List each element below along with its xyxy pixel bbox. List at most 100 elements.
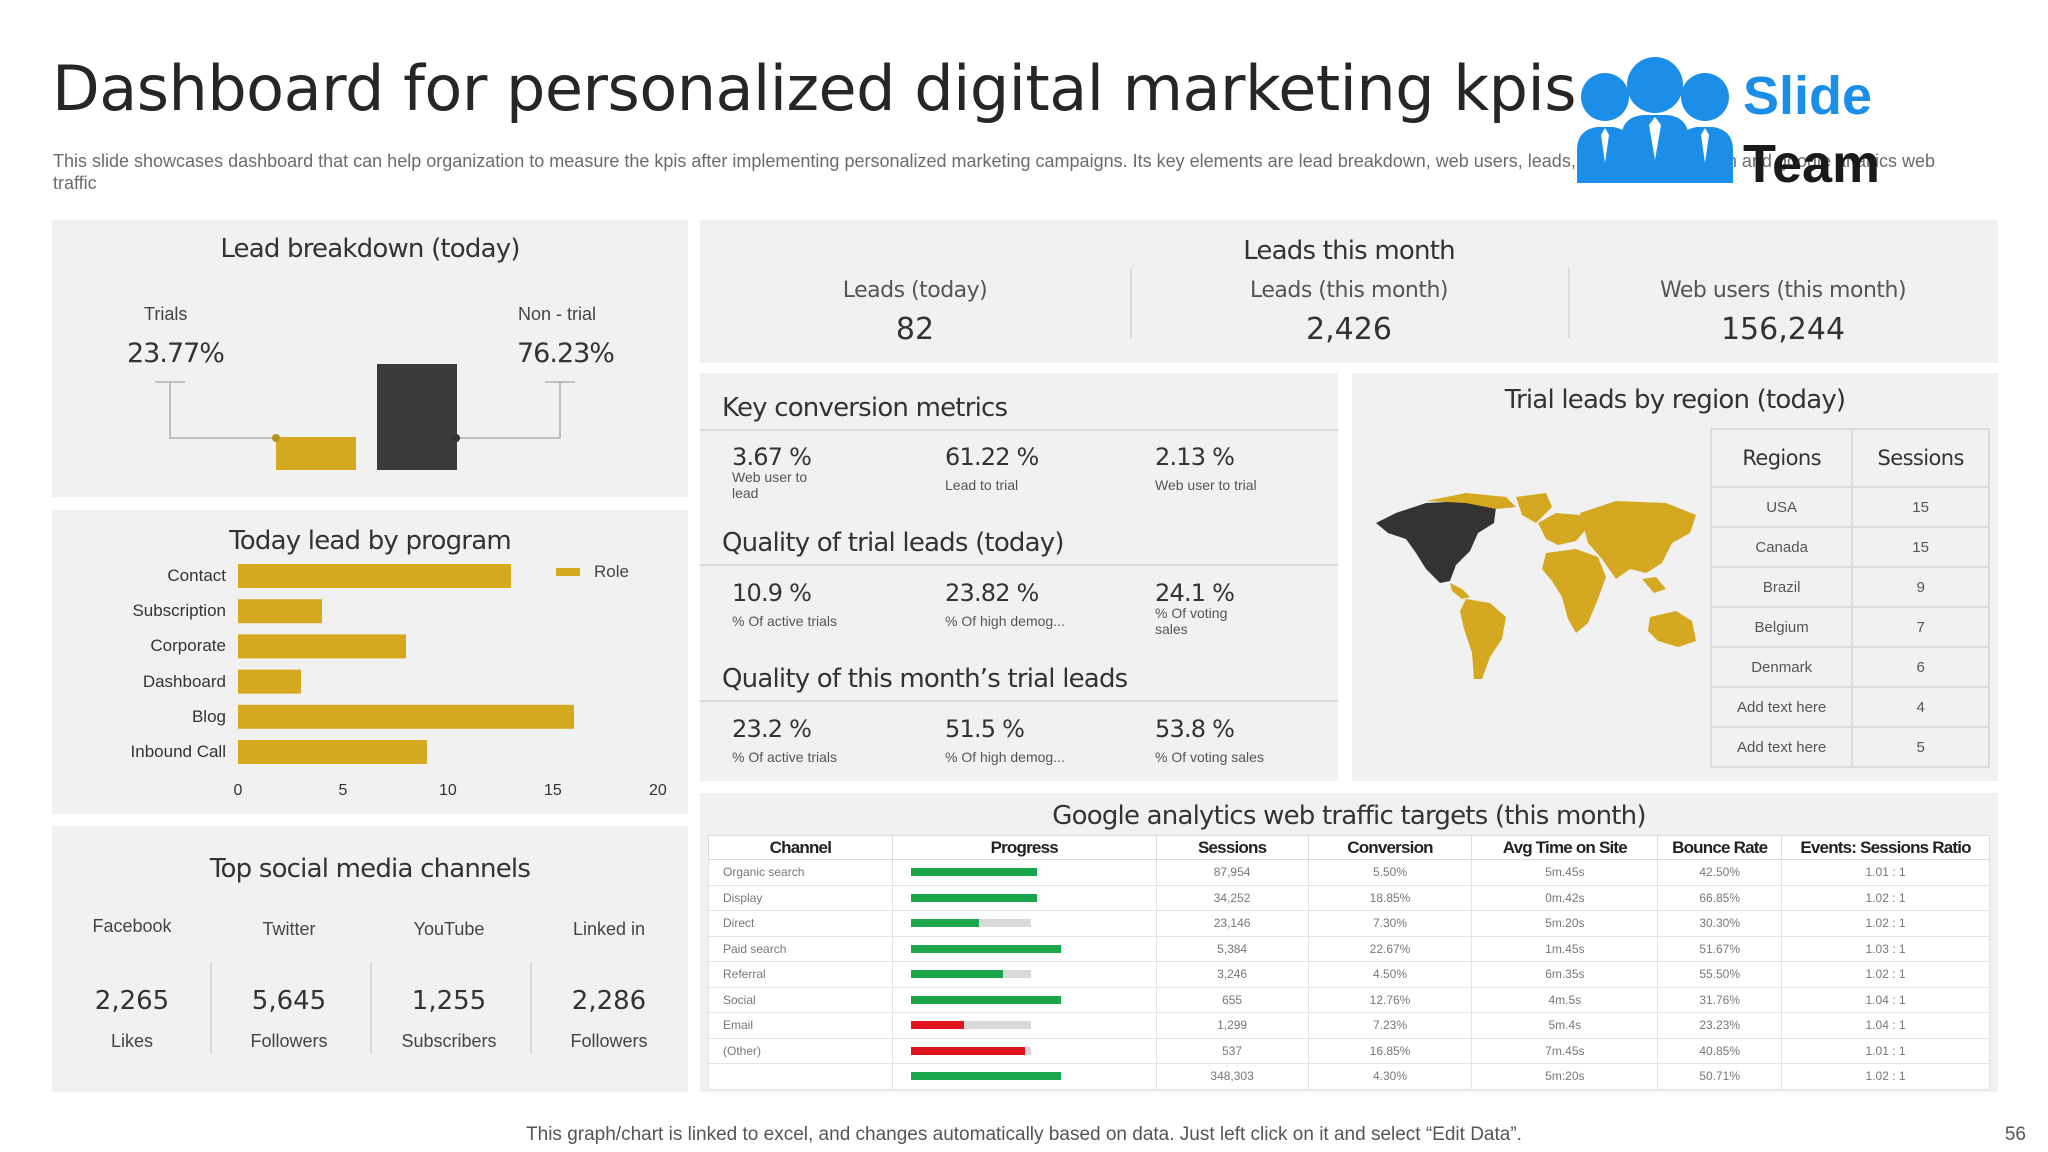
ga-conversion: 4.50% bbox=[1307, 961, 1473, 988]
social-title: Top social media channels bbox=[209, 854, 531, 884]
program-label: Blog bbox=[191, 706, 226, 726]
social-linked-in-name: Linked in bbox=[572, 919, 646, 939]
program-bar bbox=[238, 669, 301, 694]
progress-track bbox=[910, 893, 1037, 902]
conversion-1-value: 3.67 % bbox=[732, 443, 812, 471]
region-sessions: 9 bbox=[1851, 566, 1990, 608]
ga-header: Channel bbox=[708, 835, 893, 860]
social-twitter-name: Twitter bbox=[262, 919, 316, 939]
progress-fill bbox=[910, 1046, 1025, 1055]
ga-avg-time: 1m.45s bbox=[1471, 935, 1659, 962]
social-twitter-value: 5,645 bbox=[251, 986, 327, 1016]
leads-month-value: 2,426 bbox=[1306, 312, 1392, 347]
progress-track bbox=[910, 1046, 1031, 1055]
program-bar bbox=[238, 740, 427, 764]
ga-events-ratio: 1.04 : 1 bbox=[1781, 986, 1990, 1013]
ga-bounce-rate: 50.71% bbox=[1657, 1063, 1783, 1090]
social-panel: Top social media channels Facebook 2,265 L… bbox=[52, 826, 688, 1092]
page-title: Dashboard for personalized digital marke… bbox=[52, 52, 1577, 125]
quality-today-1-value: 10.9 % bbox=[732, 579, 812, 607]
ga-bounce-rate: 51.67% bbox=[1657, 935, 1783, 962]
region-title: Trial leads by region (today) bbox=[1504, 385, 1846, 415]
x-tick-label: 0 bbox=[233, 782, 243, 799]
quality-month-3-value: 53.8 % bbox=[1155, 715, 1235, 743]
region-row: Add text here 5 bbox=[1709, 726, 1990, 768]
ga-sessions: 23,146 bbox=[1155, 910, 1309, 937]
region-row: USA 15 bbox=[1709, 486, 1990, 528]
program-label: Contact bbox=[167, 566, 226, 585]
x-tick-label: 20 bbox=[649, 782, 667, 799]
australia-shape bbox=[1648, 611, 1696, 647]
region-sessions: 4 bbox=[1851, 686, 1990, 728]
ga-bounce-rate: 23.23% bbox=[1657, 1012, 1783, 1039]
ga-bounce-rate: 66.85% bbox=[1657, 884, 1783, 911]
progress-fill bbox=[910, 1021, 964, 1030]
ga-header: Sessions bbox=[1155, 835, 1309, 860]
region-row: Belgium 7 bbox=[1709, 606, 1990, 648]
program-label: Subscription bbox=[132, 601, 226, 621]
table-row: Paid search 5,384 22.67% 1m.45s 51.67% 1.03 :… bbox=[708, 935, 1990, 962]
ga-bounce-rate: 55.50% bbox=[1657, 961, 1783, 988]
ga-channel: Organic search bbox=[708, 859, 893, 886]
ga-avg-time: 4m.5s bbox=[1471, 986, 1659, 1013]
region-table: Regions Sessions USA 15 Canada 15 Brazil 9 Bel… bbox=[1709, 428, 1990, 768]
ga-progress bbox=[891, 986, 1157, 1013]
quality-today-title: Quality of trial leads (today) bbox=[722, 528, 1065, 558]
table-row: Organic search 87,954 5.50% 5m.45s 42.50% 1.0… bbox=[708, 859, 1990, 886]
ga-progress bbox=[891, 1012, 1157, 1039]
table-row: 348,303 4.30% 5m:20s 50.71% 1.02 : 1 bbox=[708, 1063, 1990, 1090]
ga-progress bbox=[891, 961, 1157, 988]
table-row: Email 1,299 7.23% 5m.4s 23.23% 1.04 : 1 bbox=[708, 1012, 1990, 1039]
region-name: Belgium bbox=[1709, 606, 1854, 648]
ga-bounce-rate: 42.50% bbox=[1657, 859, 1783, 886]
x-tick-label: 15 bbox=[544, 782, 562, 799]
region-sessions: 7 bbox=[1851, 606, 1990, 648]
ga-conversion: 7.23% bbox=[1307, 1012, 1473, 1039]
nontrial-label: Non - trial bbox=[518, 304, 597, 324]
region-row: Denmark 6 bbox=[1709, 646, 1990, 688]
region-row: Add text here 4 bbox=[1709, 686, 1990, 728]
ga-events-ratio: 1.01 : 1 bbox=[1781, 1037, 1990, 1064]
quality-month-3-label: % Of voting sales bbox=[1155, 749, 1264, 765]
progress-fill bbox=[910, 1072, 1061, 1081]
trials-label: Trials bbox=[144, 304, 188, 324]
ga-avg-time: 5m.20s bbox=[1471, 910, 1659, 937]
ga-conversion: 18.85% bbox=[1307, 884, 1473, 911]
region-panel: Trial leads by region (today) Regions Se… bbox=[1352, 373, 1998, 781]
social-facebook-unit: Likes bbox=[110, 1031, 154, 1051]
logo-word-team: Team bbox=[1743, 134, 1881, 194]
ga-progress bbox=[891, 859, 1157, 886]
progress-track bbox=[910, 1072, 1061, 1081]
leads-today-label: Leads (today) bbox=[842, 278, 988, 303]
region-sessions: 15 bbox=[1851, 526, 1990, 568]
quality-today-1-label: % Of active trials bbox=[732, 613, 838, 629]
ga-events-ratio: 1.02 : 1 bbox=[1781, 910, 1990, 937]
south-america-shape bbox=[1460, 599, 1506, 679]
conversion-title: Key conversion metrics bbox=[722, 393, 1008, 423]
page-subtitle: This slide showcases dashboard that can … bbox=[53, 151, 1936, 193]
progress-track bbox=[910, 944, 1061, 953]
ga-conversion: 4.30% bbox=[1307, 1063, 1473, 1090]
ga-sessions: 87,954 bbox=[1155, 859, 1309, 886]
ga-table: Channel Progress Sessions Conversion Avg Tim… bbox=[708, 835, 1990, 1090]
ga-avg-time: 5m.45s bbox=[1471, 859, 1659, 886]
footer-note: This graph/chart is linked to excel, and… bbox=[526, 1124, 1522, 1145]
ga-avg-time: 5m.4s bbox=[1471, 1012, 1659, 1039]
ga-conversion: 22.67% bbox=[1307, 935, 1473, 962]
region-row: Brazil 9 bbox=[1709, 566, 1990, 608]
quality-month-title: Quality of this month’s trial leads bbox=[722, 664, 1128, 694]
web-users-value: 156,244 bbox=[1720, 312, 1846, 347]
progress-track bbox=[910, 1021, 1031, 1030]
leads-month-label: Leads (this month) bbox=[1249, 278, 1449, 303]
quality-month-2-label: % Of high demog... bbox=[945, 749, 1065, 765]
social-facebook-name: Facebook bbox=[92, 916, 172, 936]
region-name: Add text here bbox=[1709, 686, 1854, 728]
progress-fill bbox=[910, 995, 1061, 1004]
quality-today-3-value: 24.1 % bbox=[1155, 579, 1235, 607]
lead-bar-trials bbox=[276, 436, 356, 470]
leads-today-value: 82 bbox=[895, 312, 935, 347]
ga-conversion: 12.76% bbox=[1307, 986, 1473, 1013]
ga-conversion: 16.85% bbox=[1307, 1037, 1473, 1064]
ga-channel: Email bbox=[708, 1012, 893, 1039]
ga-progress bbox=[891, 1063, 1157, 1090]
